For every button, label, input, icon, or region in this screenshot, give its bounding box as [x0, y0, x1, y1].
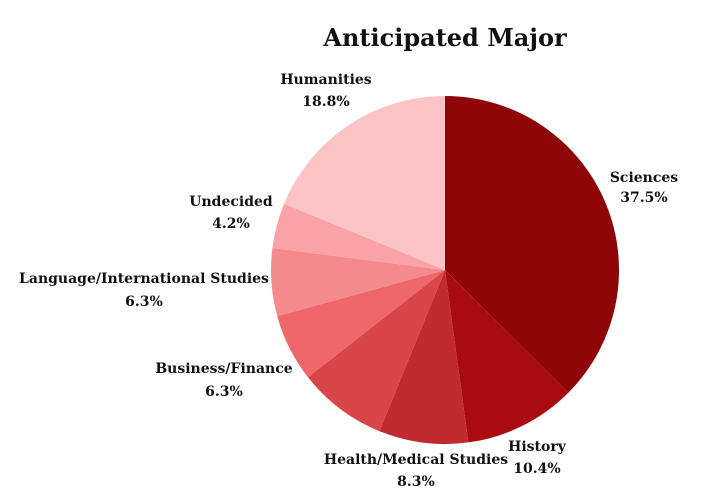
label-history: History 10.4%	[508, 439, 567, 477]
slice-value-sciences: 37.5%	[620, 190, 667, 206]
chart-title: Anticipated Major	[322, 23, 567, 52]
pie-slice-language-international-studies	[270, 247, 445, 317]
label-health-medical: Health/Medical Studies 8.3%	[324, 452, 508, 490]
label-humanities: Humanities 18.8%	[280, 72, 371, 110]
slice-label-undecided: Undecided	[189, 194, 273, 210]
label-sciences: Sciences 37.5%	[610, 170, 678, 206]
slice-label-health-medical: Health/Medical Studies	[324, 452, 508, 468]
slice-value-humanities: 18.8%	[302, 94, 349, 110]
pie-slices	[270, 95, 620, 445]
pie-slice-undecided	[272, 203, 445, 270]
slice-value-health-medical: 8.3%	[397, 474, 435, 490]
label-undecided: Undecided 4.2%	[189, 194, 273, 232]
pie-slice-history	[445, 270, 569, 443]
slice-label-business-finance: Business/Finance	[155, 361, 292, 377]
pie-slice-health-medical-studies	[379, 270, 469, 445]
slice-value-business-finance: 6.3%	[205, 384, 243, 400]
slice-label-sciences: Sciences	[610, 170, 678, 186]
slice-label-history: History	[508, 439, 567, 455]
slice-label-language-international: Language/International Studies	[19, 271, 269, 287]
slice-value-language-international: 6.3%	[125, 294, 163, 310]
pie-slice-sciences	[445, 96, 620, 393]
pie-slice-unlabeled-3	[307, 270, 445, 432]
slice-label-humanities: Humanities	[280, 72, 371, 88]
label-language-international: Language/International Studies 6.3%	[19, 271, 269, 310]
label-business-finance: Business/Finance 6.3%	[155, 361, 292, 400]
slice-value-history: 10.4%	[513, 461, 560, 477]
slice-value-undecided: 4.2%	[212, 216, 250, 232]
pie-slice-business-finance	[277, 270, 445, 378]
pie-slice-humanities	[284, 95, 445, 270]
